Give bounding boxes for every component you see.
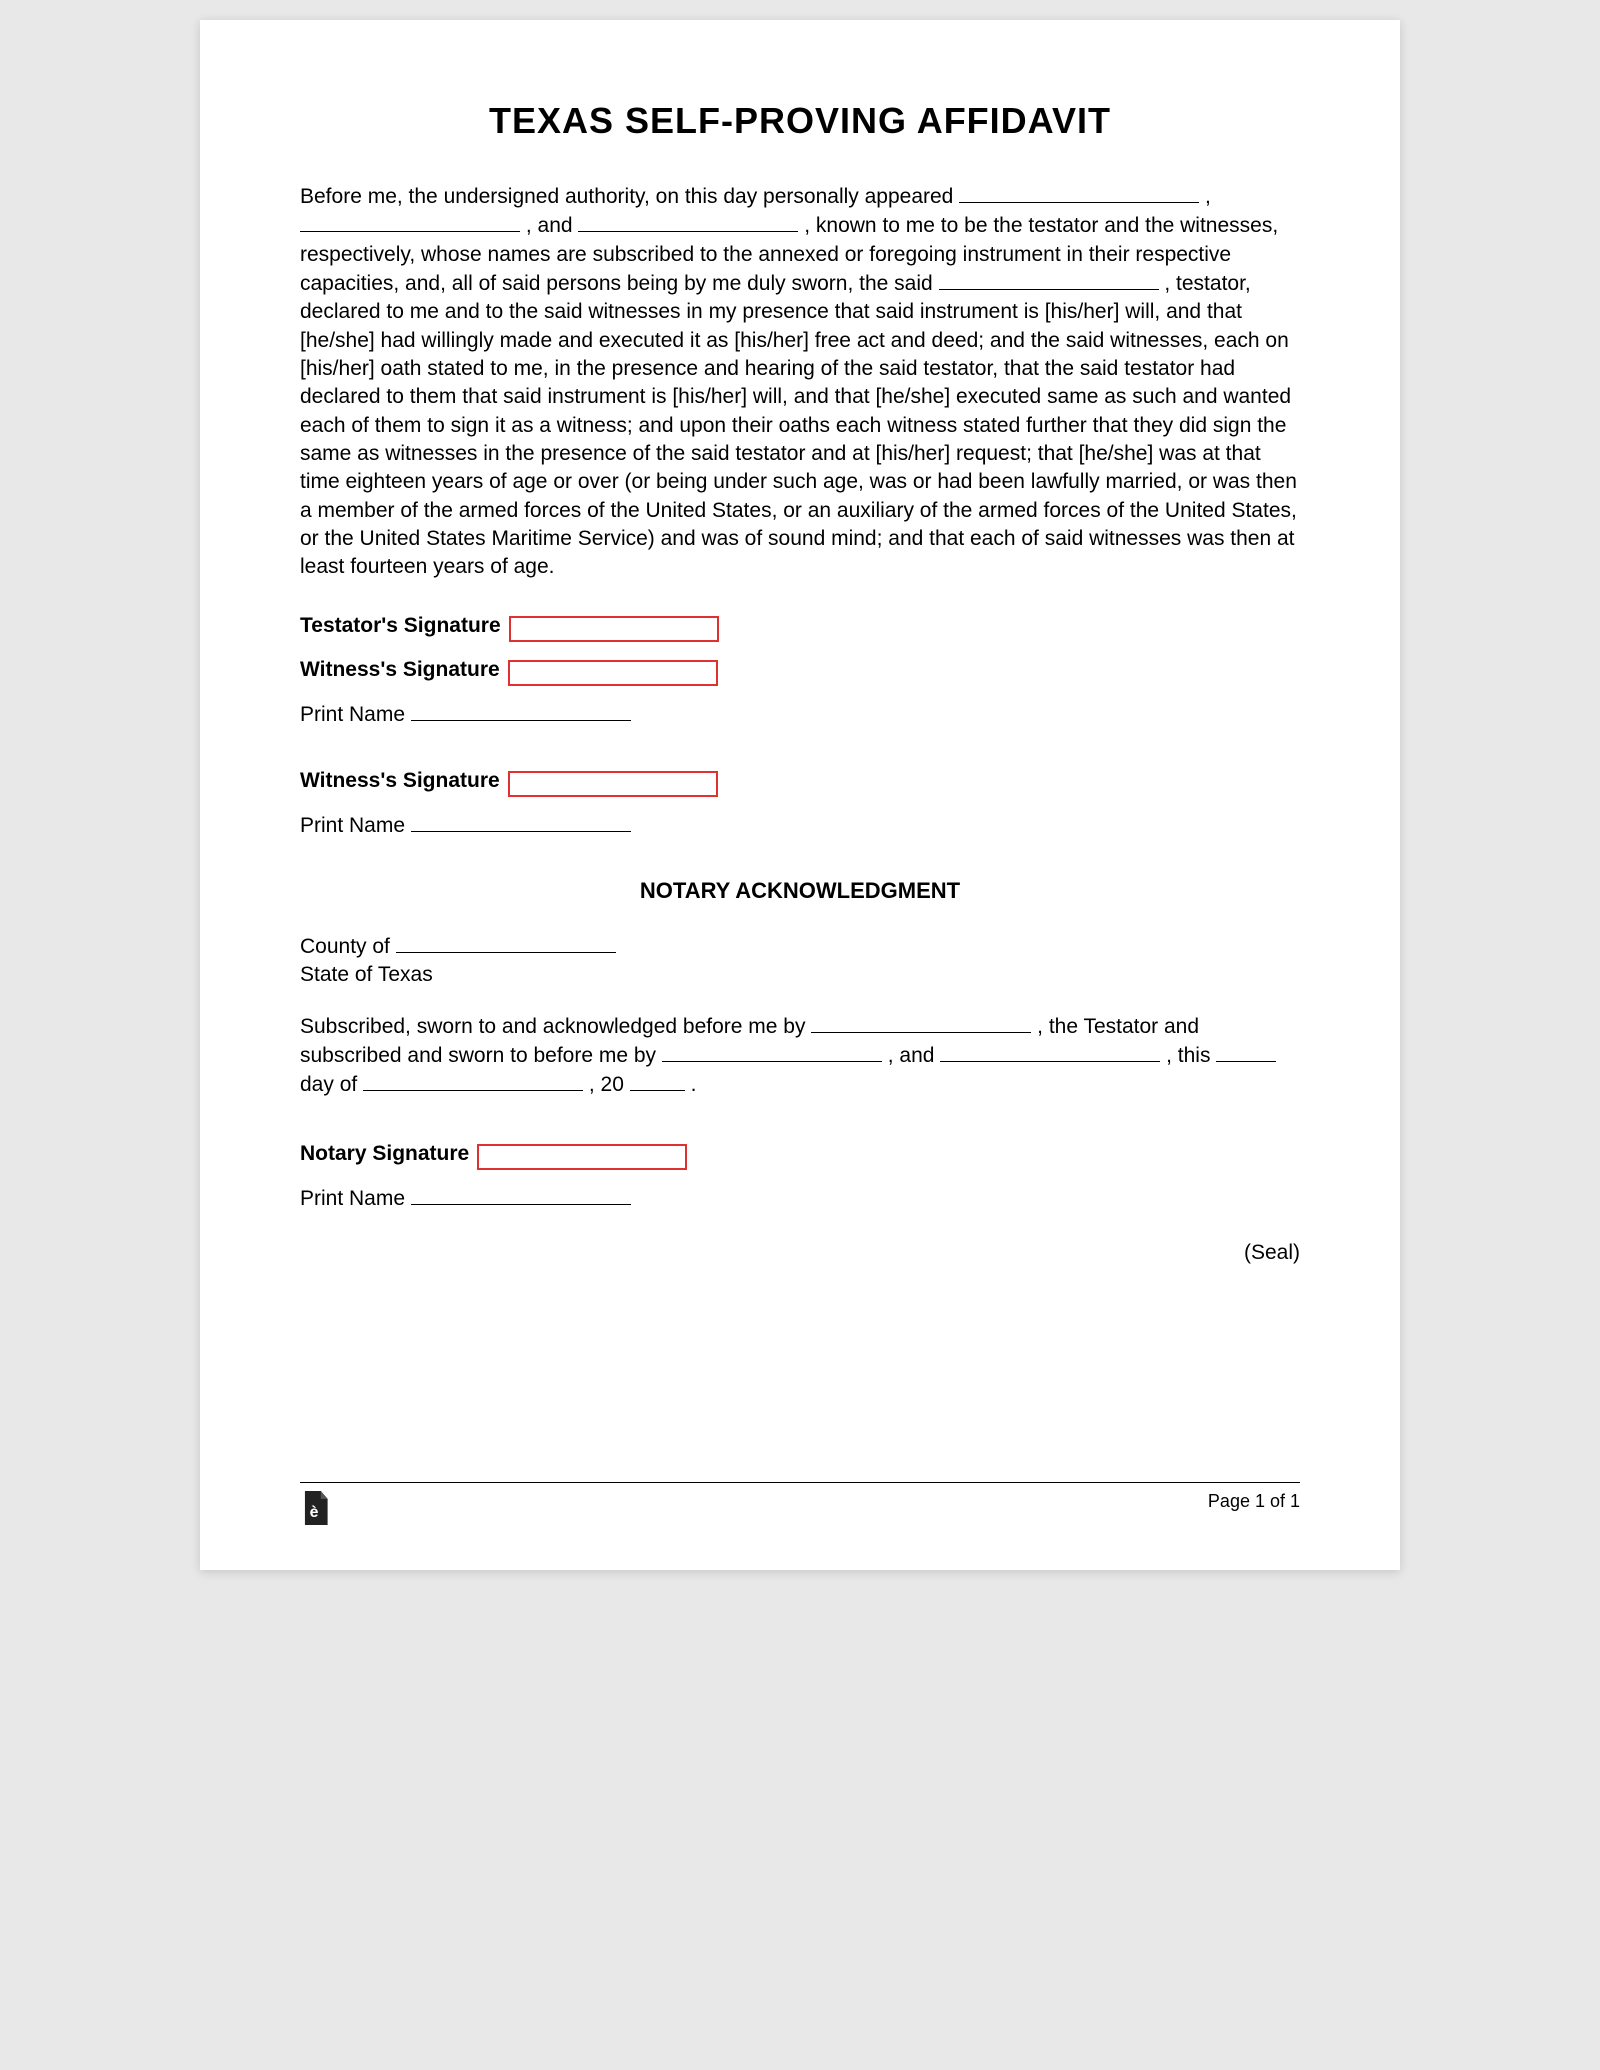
notary-jurisdiction: County of State of Texas <box>300 932 1300 990</box>
document-title: TEXAS SELF-PROVING AFFIDAVIT <box>300 100 1300 142</box>
ack-part-7: . <box>691 1073 697 1096</box>
seal-label: (Seal) <box>300 1241 1300 1265</box>
witness1-print-field[interactable] <box>411 700 631 721</box>
blank-testator-name[interactable] <box>939 269 1159 290</box>
notary-print-label: Print Name <box>300 1187 411 1210</box>
county-label: County of <box>300 935 396 958</box>
page-footer: è Page 1 of 1 <box>300 1482 1300 1530</box>
body-part-5: , testator, declared to me and to the sa… <box>300 272 1297 578</box>
ack-part-4: , this <box>1166 1044 1216 1067</box>
witness1-print-row: Print Name <box>300 700 1300 727</box>
blank-name-3[interactable] <box>578 211 798 232</box>
notary-signature-row: Notary Signature <box>300 1140 1300 1166</box>
ack-witness2-field[interactable] <box>940 1041 1160 1062</box>
testator-signature-field[interactable] <box>509 616 719 642</box>
witness2-print-row: Print Name <box>300 811 1300 838</box>
witness1-signature-label: Witness's Signature <box>300 658 500 682</box>
notary-signature-field[interactable] <box>477 1144 687 1170</box>
state-row: State of Texas <box>300 961 1300 989</box>
acknowledgment-text: Subscribed, sworn to and acknowledged be… <box>300 1012 1300 1100</box>
notary-print-row: Print Name <box>300 1184 1300 1211</box>
blank-name-2[interactable] <box>300 211 520 232</box>
testator-signature-label: Testator's Signature <box>300 614 501 638</box>
notary-heading: NOTARY ACKNOWLEDGMENT <box>300 878 1300 904</box>
testator-signature-row: Testator's Signature <box>300 612 1300 638</box>
svg-text:è: è <box>310 1504 319 1521</box>
witness2-signature-row: Witness's Signature <box>300 767 1300 793</box>
witness1-signature-row: Witness's Signature <box>300 656 1300 682</box>
body-part-1: Before me, the undersigned authority, on… <box>300 185 959 208</box>
body-part-2: , <box>1205 185 1211 208</box>
ack-part-1: Subscribed, sworn to and acknowledged be… <box>300 1015 811 1038</box>
ack-year-field[interactable] <box>630 1070 685 1091</box>
county-row: County of <box>300 932 1300 961</box>
notary-print-field[interactable] <box>411 1184 631 1205</box>
eforms-logo-icon: è <box>300 1491 328 1530</box>
witness1-signature-field[interactable] <box>508 660 718 686</box>
witness2-print-field[interactable] <box>411 811 631 832</box>
ack-part-5: day of <box>300 1073 363 1096</box>
ack-testator-field[interactable] <box>811 1012 1031 1033</box>
witness2-signature-label: Witness's Signature <box>300 769 500 793</box>
county-field[interactable] <box>396 932 616 953</box>
witness2-print-label: Print Name <box>300 814 411 837</box>
document-page: TEXAS SELF-PROVING AFFIDAVIT Before me, … <box>200 20 1400 1570</box>
affidavit-body: Before me, the undersigned authority, on… <box>300 182 1300 582</box>
body-part-3: , and <box>526 214 579 237</box>
witness2-signature-field[interactable] <box>508 771 718 797</box>
page-number: Page 1 of 1 <box>1208 1491 1300 1512</box>
ack-month-field[interactable] <box>363 1070 583 1091</box>
ack-part-3: , and <box>888 1044 941 1067</box>
ack-part-6: , 20 <box>589 1073 624 1096</box>
ack-witness1-field[interactable] <box>662 1041 882 1062</box>
blank-name-1[interactable] <box>959 182 1199 203</box>
notary-signature-label: Notary Signature <box>300 1142 469 1166</box>
witness1-print-label: Print Name <box>300 703 411 726</box>
ack-day-field[interactable] <box>1216 1041 1276 1062</box>
